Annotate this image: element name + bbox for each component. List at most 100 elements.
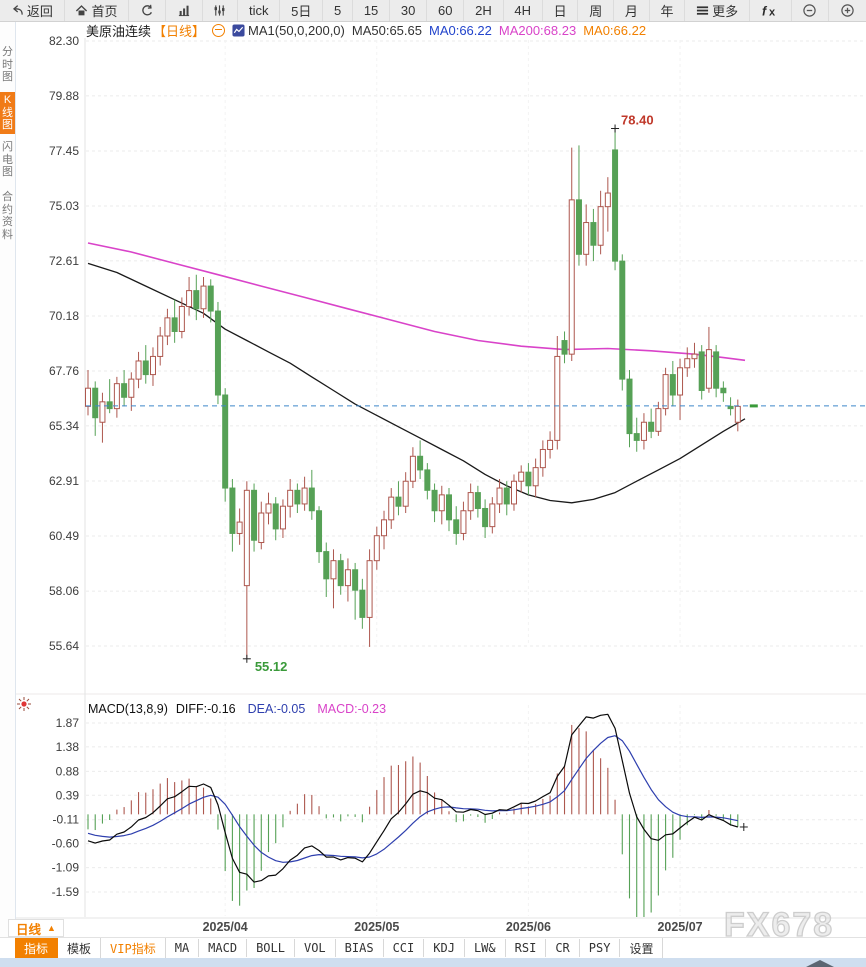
- tab-bias[interactable]: BIAS: [336, 939, 384, 957]
- period-label: 【日线】: [153, 23, 206, 39]
- toolbar-4-hour-button[interactable]: 4H: [504, 0, 543, 21]
- toolbar-5-day-button[interactable]: 5日: [280, 0, 324, 21]
- toolbar-candle-settings-button[interactable]: [203, 0, 239, 21]
- collapse-pane-icon[interactable]: [212, 23, 226, 37]
- candle-body: [691, 353, 698, 360]
- candle-body: [178, 306, 185, 332]
- toolbar-yearly-label: 年: [660, 4, 674, 19]
- candle-body: [640, 421, 647, 441]
- toolbar-weekly-button[interactable]: 周: [578, 0, 615, 21]
- sidebar-item-lightning-chart[interactable]: 闪电图: [2, 141, 13, 178]
- candle-body: [612, 149, 619, 262]
- candle-body: [279, 505, 286, 530]
- candle-body: [554, 355, 561, 441]
- candle-body: [323, 551, 330, 580]
- toolbar-zoom-out-button[interactable]: [792, 0, 830, 21]
- collapse-handle-icon[interactable]: [806, 959, 834, 967]
- price-axis-label: 65.34: [49, 419, 79, 433]
- candle-body: [698, 351, 705, 391]
- macd-axis-label: 1.87: [56, 716, 80, 730]
- toolbar-monthly-label: 月: [624, 4, 638, 19]
- mini-chart-icon: [232, 23, 245, 38]
- candle-body: [684, 358, 691, 369]
- toolbar-yearly-button[interactable]: 年: [650, 0, 686, 21]
- candle-body: [359, 589, 366, 618]
- toolbar-zoom-in-button[interactable]: [829, 0, 866, 21]
- tab-kdj[interactable]: KDJ: [424, 939, 465, 957]
- toolbar-30-min-button[interactable]: 30: [390, 0, 428, 21]
- price-axis-label: 67.76: [49, 364, 79, 378]
- macd-value: MACD:-0.23: [317, 701, 387, 716]
- candle-body: [474, 492, 481, 509]
- candle-body: [713, 351, 720, 389]
- candle-body: [193, 290, 200, 310]
- toolbar-tick-button[interactable]: tick: [238, 0, 281, 21]
- tab-settings[interactable]: 设置: [620, 937, 664, 959]
- candle-body: [669, 374, 676, 396]
- price-axis-label: 79.88: [49, 89, 79, 103]
- sidebar-item-time-chart[interactable]: 分时图: [2, 46, 13, 83]
- candle-body: [316, 510, 323, 553]
- tab-boll[interactable]: BOLL: [247, 939, 295, 957]
- toolbar-5-min-button[interactable]: 5: [323, 0, 353, 21]
- toolbar-2-hour-button[interactable]: 2H: [464, 0, 504, 21]
- candle-body: [518, 471, 525, 482]
- tab-macd[interactable]: MACD: [199, 939, 248, 957]
- toolbar-back-button[interactable]: 返回: [0, 0, 65, 21]
- ma-settings-label: MA1(50,0,200,0): [248, 22, 345, 38]
- tab-cci[interactable]: CCI: [384, 939, 425, 957]
- candle-body: [308, 487, 315, 512]
- chart-legend: 美原油连续 【日线】 MA1(50,0,200,0) MA50:65.65 MA…: [86, 22, 646, 39]
- macd-legend: MACD(13,8,9) DIFF:-0.16 DEA:-0.05 MACD:-…: [88, 701, 386, 716]
- bottom-scroll-strip[interactable]: [0, 958, 866, 967]
- ma200-line: [87, 242, 746, 362]
- tab-psy[interactable]: PSY: [580, 939, 621, 957]
- toolbar-60-min-button[interactable]: 60: [427, 0, 465, 21]
- tab-vol[interactable]: VOL: [295, 939, 336, 957]
- tab-indicators[interactable]: 指标: [15, 937, 59, 959]
- candle-body: [489, 503, 496, 528]
- candle-body: [92, 387, 99, 419]
- candle-body: [352, 569, 359, 591]
- candle-body: [734, 405, 741, 423]
- candle-body: [496, 487, 503, 505]
- candle-body: [186, 290, 193, 308]
- dea-value: DEA:-0.05: [247, 701, 306, 716]
- candle-body: [648, 421, 655, 432]
- indicator-settings-icon[interactable]: [16, 696, 32, 712]
- toolbar-back-label: 返回: [26, 4, 53, 19]
- toolbar-30-min-label: 30: [400, 3, 416, 18]
- toolbar-5-day-label: 5日: [291, 4, 312, 19]
- price-axis-label: 77.45: [49, 144, 79, 158]
- toolbar-more-button[interactable]: 更多: [685, 0, 750, 21]
- tab-vip-indicators[interactable]: VIP指标: [101, 937, 166, 959]
- candle-body: [409, 455, 416, 482]
- candle-body: [272, 503, 279, 530]
- low-annotation: 55.12: [255, 659, 288, 674]
- x-axis-label: 2025/04: [203, 920, 248, 934]
- candle-body: [417, 455, 424, 471]
- toolbar-15-min-button[interactable]: 15: [353, 0, 391, 21]
- toolbar-home-button[interactable]: 首页: [65, 0, 130, 21]
- tab-ma[interactable]: MA: [166, 939, 200, 957]
- toolbar-monthly-button[interactable]: 月: [614, 0, 650, 21]
- tab-templates[interactable]: 模板: [58, 937, 102, 959]
- candle-body: [402, 480, 409, 507]
- toolbar-daily-button[interactable]: 日: [543, 0, 579, 21]
- tab-rsi[interactable]: RSI: [506, 939, 547, 957]
- chevron-up-icon: ▲: [47, 923, 56, 933]
- toolbar-bar-chart-button[interactable]: [166, 0, 203, 21]
- toolbar-refresh-button[interactable]: [129, 0, 166, 21]
- candle-body: [157, 335, 164, 357]
- candle-body: [344, 569, 351, 587]
- tab-lwr[interactable]: LW&: [465, 939, 506, 957]
- period-selector[interactable]: 日线 ▲: [8, 919, 64, 937]
- candle-body: [604, 192, 611, 208]
- tab-cr[interactable]: CR: [546, 939, 580, 957]
- sidebar-item-contract-info[interactable]: 合约资料: [2, 191, 13, 241]
- candle-body: [128, 378, 135, 398]
- price-axis-label: 58.06: [49, 584, 79, 598]
